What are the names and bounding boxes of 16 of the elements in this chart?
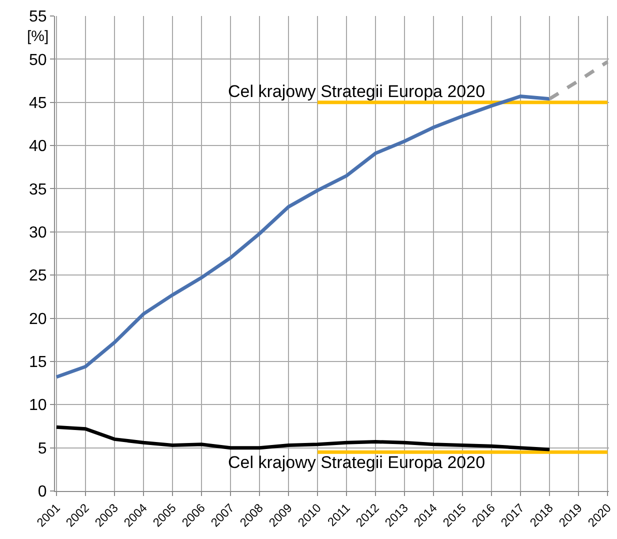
annotation: Cel krajowy Strategii Europa 2020 (228, 453, 486, 472)
y-tick-label: 55 (29, 8, 47, 26)
y-tick-label: 40 (29, 138, 47, 156)
annotation: Cel krajowy Strategii Europa 2020 (228, 82, 486, 101)
y-tick-label: 45 (29, 94, 47, 112)
y-tick-label: 0 (38, 484, 47, 501)
y-tick-label: 35 (29, 181, 47, 198)
y-tick-label: 15 (29, 354, 47, 372)
y-tick-label: 5 (38, 440, 47, 458)
y-tick-label: 30 (29, 224, 47, 242)
y-tick-label: 20 (29, 310, 47, 328)
line-series (55, 425, 552, 452)
y-axis-title: [%] (27, 28, 49, 45)
y-tick-label: 50 (29, 52, 47, 69)
y-tick-label: 25 (29, 268, 47, 285)
y-tick-label: 10 (29, 397, 47, 414)
